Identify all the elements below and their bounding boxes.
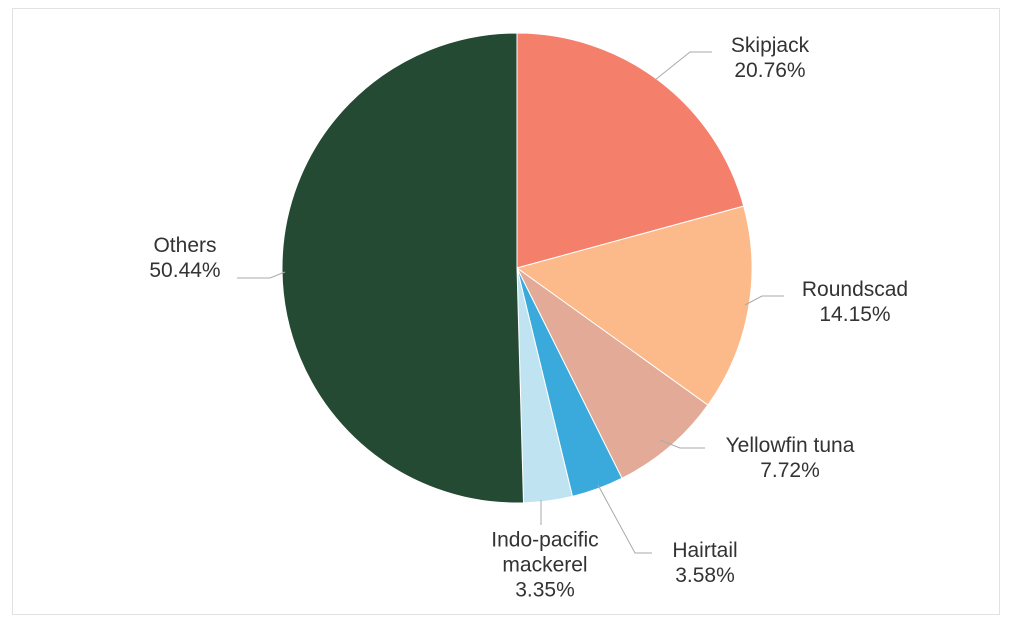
leader-line bbox=[654, 51, 712, 81]
slice bbox=[281, 32, 525, 504]
data-label: Others 50.44% bbox=[149, 233, 220, 283]
value-label: 20.76% bbox=[734, 59, 806, 82]
value-label: 3.58% bbox=[675, 564, 735, 587]
frame bbox=[12, 8, 1000, 615]
value-label: 3.35% bbox=[515, 578, 575, 602]
leader-lines bbox=[237, 51, 784, 554]
category-label: Yellowfin tuna bbox=[725, 434, 855, 457]
data-label: Indo-pacific mackerel 3.35% bbox=[480, 528, 610, 603]
slices bbox=[281, 32, 753, 504]
data-label: Roundscad 14.15% bbox=[802, 277, 908, 327]
data-label: Yellowfin tuna 7.72% bbox=[726, 433, 855, 483]
category-label: Hairtail bbox=[672, 539, 738, 562]
value-label: 7.72% bbox=[760, 459, 820, 482]
leader-line bbox=[597, 484, 652, 554]
slice bbox=[516, 267, 709, 479]
category-label: Roundscad bbox=[801, 278, 909, 301]
leader-line bbox=[659, 439, 705, 449]
slice bbox=[516, 32, 745, 269]
slice bbox=[515, 205, 753, 406]
value-label: 14.15% bbox=[819, 303, 891, 326]
leader-line bbox=[237, 271, 286, 279]
leader-line bbox=[744, 295, 784, 306]
category-label: Indo-pacific mackerel bbox=[491, 528, 599, 577]
value-label: 50.44% bbox=[149, 259, 221, 282]
data-label: Skipjack 20.76% bbox=[731, 33, 809, 83]
category-label: Others bbox=[153, 234, 217, 257]
category-label: Skipjack bbox=[730, 34, 810, 57]
data-label: Hairtail 3.58% bbox=[672, 538, 737, 588]
